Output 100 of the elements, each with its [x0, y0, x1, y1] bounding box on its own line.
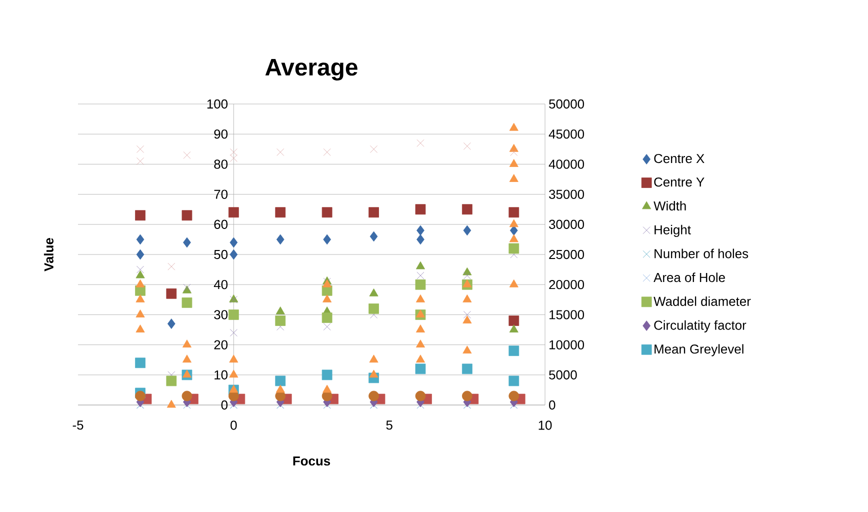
point: [228, 207, 239, 218]
y2-tick-label: 50000: [549, 99, 584, 109]
x-axis-title: Focus: [293, 456, 330, 466]
point: [508, 376, 520, 386]
point: [509, 174, 518, 182]
point: [510, 225, 518, 236]
point: [415, 390, 426, 402]
legend-label: Waddel diameter: [654, 296, 751, 306]
point: [509, 122, 518, 131]
x-tick-label: -5: [72, 420, 84, 430]
y2-tick-label: 0: [549, 400, 556, 410]
point: [182, 354, 192, 363]
legend-label: Centre Y: [654, 177, 704, 187]
point: [276, 306, 285, 314]
point: [136, 249, 144, 260]
point: [416, 354, 425, 363]
x-tick-label: 5: [386, 420, 392, 430]
legend-label: Mean Greylevel: [654, 344, 744, 356]
point: [462, 346, 472, 354]
legend-label: Height: [654, 224, 691, 237]
point: [323, 323, 331, 330]
point: [415, 279, 426, 290]
point: [230, 329, 238, 336]
y2-tick-label: 30000: [549, 220, 584, 229]
point: [462, 294, 472, 302]
y2-tick-label: 25000: [549, 250, 584, 260]
point: [416, 340, 425, 348]
point: [369, 354, 378, 363]
legend-label: Number of holes: [654, 248, 748, 258]
point: [276, 234, 284, 245]
y2-tick-label: 40000: [548, 160, 584, 169]
point: [182, 340, 192, 348]
point: [136, 145, 144, 153]
point: [182, 210, 192, 221]
y-tick-label: 30: [214, 310, 228, 320]
y2-tick-label: 35000: [549, 190, 584, 199]
y-tick-label: 50: [214, 250, 228, 260]
point: [182, 370, 192, 378]
point: [462, 316, 472, 324]
legend-label: Area of Hole: [654, 272, 725, 282]
point: [462, 390, 472, 402]
y2-tick-label: 20000: [549, 280, 584, 290]
y2-tick-label: 10000: [550, 340, 584, 350]
point: [416, 234, 424, 245]
point: [368, 207, 379, 218]
point: [416, 225, 424, 236]
point: [275, 376, 286, 386]
point: [183, 237, 191, 248]
point: [136, 294, 145, 302]
point: [322, 294, 332, 302]
point: [229, 354, 238, 363]
point: [415, 204, 426, 215]
point: [416, 294, 425, 302]
point: [136, 157, 144, 165]
point: [136, 279, 145, 288]
point: [370, 145, 378, 153]
point: [463, 142, 471, 150]
point: [135, 358, 146, 368]
point: [368, 390, 379, 402]
y-tick-label: 40: [214, 280, 228, 290]
point: [276, 148, 284, 156]
point: [508, 316, 520, 326]
point: [136, 270, 145, 278]
point: [136, 310, 145, 318]
y2-tick-label: 5000: [549, 370, 577, 380]
point: [368, 304, 379, 314]
point: [369, 288, 378, 296]
legend-label: Width: [654, 200, 686, 210]
point: [509, 159, 518, 167]
point: [229, 384, 238, 393]
point: [509, 219, 518, 228]
y-tick-label: 10: [214, 370, 228, 380]
point: [323, 148, 331, 156]
point: [508, 346, 520, 356]
point: [415, 364, 426, 374]
point: [182, 390, 192, 402]
point: [166, 376, 177, 386]
point: [463, 310, 471, 318]
point: [230, 148, 238, 156]
point: [416, 261, 425, 270]
point: [230, 237, 238, 248]
point: [508, 243, 520, 254]
y-tick-label: 0: [221, 400, 228, 410]
point: [276, 384, 285, 393]
point: [323, 234, 332, 245]
point: [369, 370, 378, 378]
chart-title: Average: [265, 58, 358, 80]
y-axis-title: Value: [44, 238, 54, 272]
point: [509, 324, 518, 332]
point: [166, 288, 177, 299]
point: [167, 318, 176, 329]
point: [322, 384, 332, 393]
y-tick-label: 60: [214, 220, 228, 229]
point: [509, 234, 518, 242]
point: [416, 139, 424, 147]
point: [462, 279, 472, 288]
point: [510, 148, 518, 156]
y2-tick-label: 45000: [548, 130, 584, 139]
y-tick-label: 20: [214, 340, 228, 350]
point: [168, 262, 176, 270]
